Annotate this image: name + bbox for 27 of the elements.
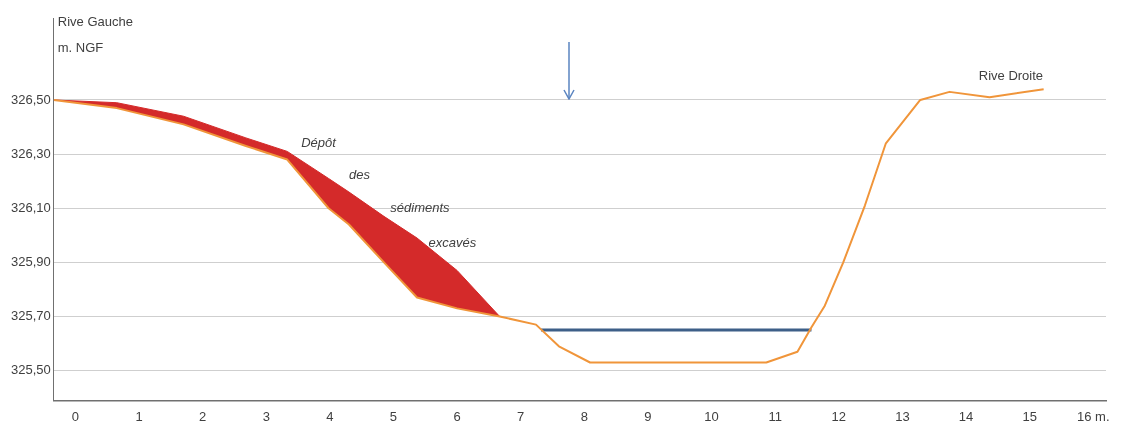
text: Dépôt des sédiments excavés — [301, 134, 477, 251]
annotation: Rive Gauche — [57, 13, 133, 29]
x-tick-label: 1 — [135, 408, 143, 424]
x-tick-label: 9 — [644, 408, 652, 424]
y-tick-label: 325,90 — [11, 253, 51, 269]
x-tick-label: 8 — [580, 408, 588, 424]
x-tick-label: 4 — [326, 408, 334, 424]
y-tick-label: 325,50 — [11, 362, 51, 378]
annotation: Rive Droite — [978, 67, 1044, 83]
x-tick-label: 5 — [389, 408, 398, 424]
y-tick-label: 326,50 — [11, 91, 51, 107]
x-tick-label: 6 — [453, 408, 461, 424]
x-tick-label: 11 — [768, 408, 782, 424]
x-tick-label: 14 — [958, 408, 974, 424]
y-tick-label: 326,30 — [11, 145, 51, 161]
x-tick-label: 10 — [704, 408, 719, 424]
x-tick-label: 3 — [262, 408, 270, 424]
x-tick-label: 16 m. — [1077, 408, 1110, 424]
x-tick-label: 7 — [517, 408, 525, 424]
x-tick-label: 2 — [199, 408, 207, 424]
x-tick-label: 0 — [71, 408, 80, 424]
y-tick-label: 326,10 — [11, 199, 51, 215]
y-tick-label: 325,70 — [11, 308, 51, 324]
x-tick-label: 13 — [895, 408, 910, 424]
x-tick-label: 12 — [831, 408, 847, 424]
x-tick-label: 15 — [1022, 408, 1037, 424]
y-axis-title: m. NGF — [57, 39, 104, 55]
